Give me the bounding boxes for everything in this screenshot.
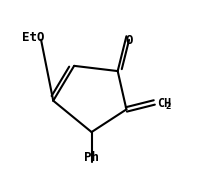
Text: O: O bbox=[126, 34, 133, 47]
Text: CH: CH bbox=[157, 97, 171, 110]
Text: Ph: Ph bbox=[84, 151, 99, 164]
Text: 2: 2 bbox=[166, 102, 171, 111]
Text: EtO: EtO bbox=[22, 32, 44, 44]
